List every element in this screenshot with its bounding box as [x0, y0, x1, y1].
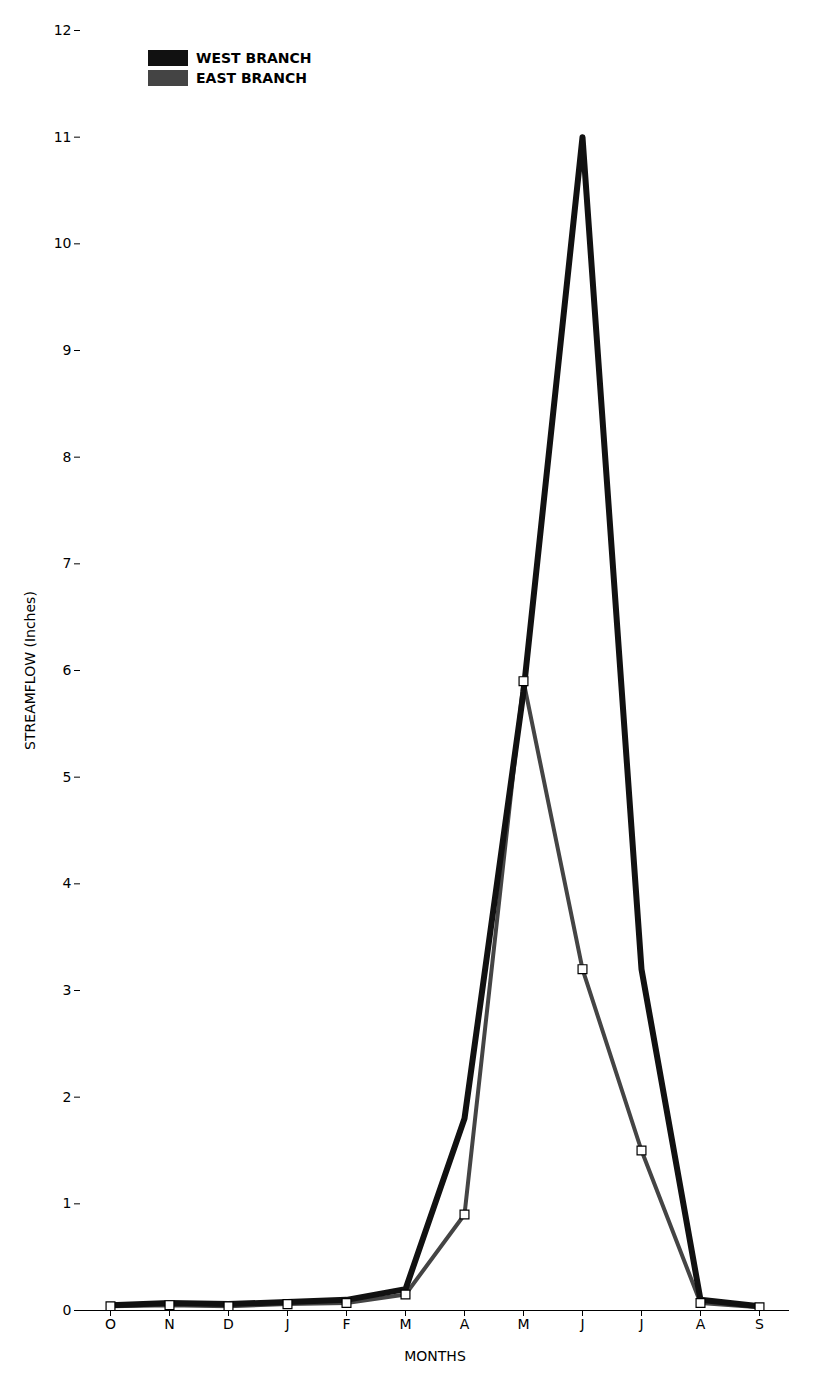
svg-text:M: M — [399, 1316, 411, 1332]
svg-text:1: 1 — [63, 1195, 72, 1211]
svg-text:0: 0 — [63, 1302, 72, 1318]
svg-text:M: M — [517, 1316, 529, 1332]
svg-text:12: 12 — [54, 22, 72, 38]
svg-text:11: 11 — [54, 129, 72, 145]
svg-text:2: 2 — [63, 1089, 72, 1105]
svg-text:STREAMFLOW (Inches): STREAMFLOW (Inches) — [22, 591, 38, 750]
svg-text:9: 9 — [63, 342, 72, 358]
svg-text:A: A — [696, 1316, 706, 1332]
svg-text:4: 4 — [63, 875, 72, 891]
svg-text:5: 5 — [63, 769, 72, 785]
svg-text:O: O — [105, 1316, 116, 1332]
svg-text:A: A — [460, 1316, 470, 1332]
svg-text:6: 6 — [63, 662, 72, 678]
svg-text:J: J — [579, 1316, 584, 1332]
html-text:WEST BRANCH: WEST BRANCH — [196, 50, 312, 66]
svg-text:F: F — [342, 1316, 350, 1332]
svg-text:10: 10 — [54, 235, 72, 251]
svg-text:7: 7 — [63, 555, 72, 571]
svg-text:MONTHS: MONTHS — [404, 1348, 466, 1364]
svg-text:S: S — [755, 1316, 764, 1332]
svg-text:J: J — [638, 1316, 643, 1332]
html-text:EAST BRANCH: EAST BRANCH — [196, 70, 307, 86]
svg-text:J: J — [284, 1316, 289, 1332]
svg-text:D: D — [223, 1316, 234, 1332]
svg-text:N: N — [164, 1316, 174, 1332]
svg-text:8: 8 — [63, 449, 72, 465]
svg-text:3: 3 — [63, 982, 72, 998]
